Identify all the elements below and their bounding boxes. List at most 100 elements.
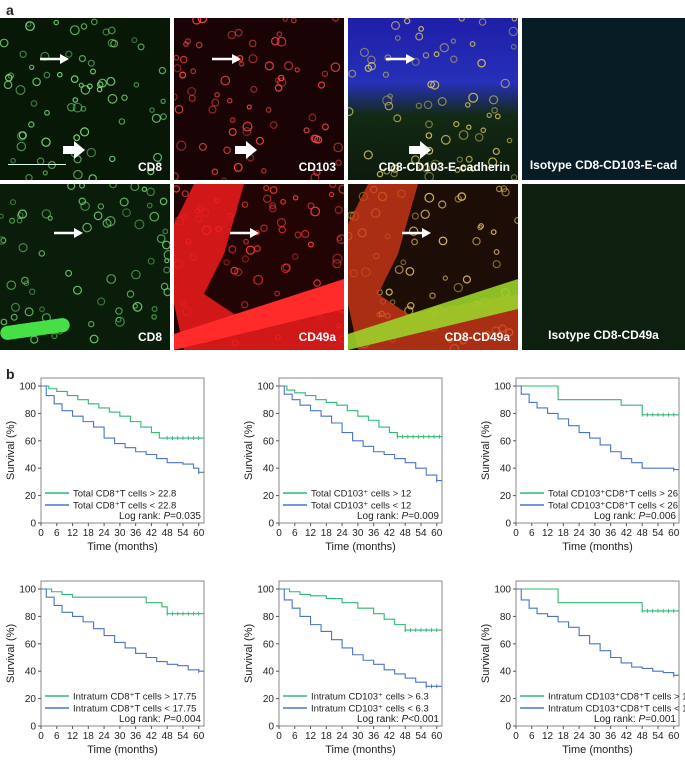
cell-dot <box>174 172 179 180</box>
cell-dot <box>457 192 467 201</box>
cell-dot <box>511 18 518 22</box>
survival-curve-high <box>516 588 679 612</box>
x-tick-label: 42 <box>146 528 158 539</box>
cell-dot <box>462 275 472 284</box>
x-tick-label: 30 <box>114 731 126 742</box>
y-axis-label: Survival (%) <box>243 624 255 683</box>
x-tick-label: 12 <box>305 528 317 539</box>
y-axis-label: Survival (%) <box>480 624 492 683</box>
cell-dot <box>422 52 430 59</box>
cell-dot <box>220 75 231 86</box>
cell-dot <box>17 209 28 219</box>
x-tick-label: 48 <box>400 731 412 742</box>
cell-dot <box>514 216 518 225</box>
cell-dot <box>106 274 117 284</box>
cell-dot <box>429 292 436 299</box>
cell-dot <box>458 18 465 22</box>
cell-dot <box>87 320 95 328</box>
x-tick-label: 0 <box>276 731 282 742</box>
cell-dot <box>508 26 518 37</box>
cell-dot <box>393 114 402 123</box>
x-tick-label: 42 <box>146 731 158 742</box>
micrograph-label: CD8-CD49a <box>444 330 510 344</box>
cell-dot <box>97 297 106 306</box>
cell-dot <box>23 280 30 287</box>
x-tick-label: 18 <box>558 528 570 539</box>
plot-frame <box>515 377 680 524</box>
cell-dot <box>188 94 196 103</box>
cell-dot <box>97 203 105 210</box>
cell-dot <box>474 133 484 142</box>
cell-dot <box>477 58 486 68</box>
cell-dot <box>78 197 87 206</box>
cell-dot <box>163 266 170 274</box>
cell-dot <box>489 95 499 105</box>
cell-dot <box>465 155 473 163</box>
y-tick-label: 80 <box>500 612 512 623</box>
x-tick-label: 24 <box>99 528 111 539</box>
y-axis-label: Survival (%) <box>5 624 17 683</box>
cell-dot <box>411 212 420 220</box>
cell-dot <box>80 85 91 95</box>
micrograph-cd103-row1: CD103 <box>174 18 344 180</box>
survival-curve-high <box>279 588 442 631</box>
y-tick-label: 100 <box>257 382 274 393</box>
cell-dot <box>44 109 50 116</box>
cell-dot <box>303 127 310 134</box>
cell-dot <box>283 61 294 71</box>
cell-dot <box>67 184 76 190</box>
cell-dot <box>384 101 394 111</box>
cell-dot <box>79 127 90 137</box>
cell-dot <box>442 275 449 281</box>
cell-dot <box>492 147 500 155</box>
legend-label: Total CD103⁺ cells < 12 <box>311 501 411 512</box>
cell-dot <box>183 41 189 48</box>
cell-dot <box>149 107 155 113</box>
y-tick-label: 20 <box>263 694 275 705</box>
cell-dot <box>29 64 35 71</box>
x-tick-label: 30 <box>352 731 364 742</box>
x-tick-label: 18 <box>321 528 333 539</box>
cell-dot <box>421 164 431 173</box>
cell-dot <box>394 265 404 274</box>
cell-dot <box>387 93 394 100</box>
cell-dot <box>437 96 447 106</box>
y-tick-label: 80 <box>25 409 37 420</box>
legend-label: Intratum CD103⁺CD8⁺T cells > 11 <box>548 692 685 703</box>
plot-frame <box>278 377 443 524</box>
cell-dot <box>29 288 36 295</box>
x-tick-label: 54 <box>415 528 427 539</box>
cell-dot <box>208 105 217 114</box>
cell-dot <box>163 288 170 297</box>
cell-dot <box>390 169 398 178</box>
x-tick-label: 60 <box>668 731 680 742</box>
cell-dot <box>164 258 170 264</box>
cell-dot <box>269 202 277 210</box>
cell-dot <box>147 257 155 265</box>
cell-dot <box>70 75 79 83</box>
x-tick-label: 24 <box>574 528 586 539</box>
cell-dot <box>56 71 63 78</box>
cell-dot <box>24 307 34 317</box>
cell-dot <box>418 25 424 32</box>
cell-dot <box>490 229 497 235</box>
legend-label: Total CD8⁺T cells < 22.8 <box>73 501 176 512</box>
x-tick-label: 36 <box>368 731 380 742</box>
y-tick-label: 40 <box>25 667 37 678</box>
logrank-pvalue: Log rank: P<0.001 <box>357 714 439 725</box>
x-tick-label: 24 <box>337 528 349 539</box>
cell-dot <box>276 77 287 87</box>
cell-dot <box>415 102 423 110</box>
y-tick-label: 100 <box>494 585 511 596</box>
y-tick-label: 40 <box>263 667 275 678</box>
cell-dot <box>119 197 129 207</box>
cell-dot <box>348 107 354 117</box>
y-tick-label: 60 <box>500 436 512 447</box>
cell-dot <box>310 173 320 180</box>
cell-dot <box>456 156 463 163</box>
cell-dot <box>250 85 258 93</box>
cell-dot <box>132 303 138 309</box>
cell-dot <box>253 244 261 252</box>
